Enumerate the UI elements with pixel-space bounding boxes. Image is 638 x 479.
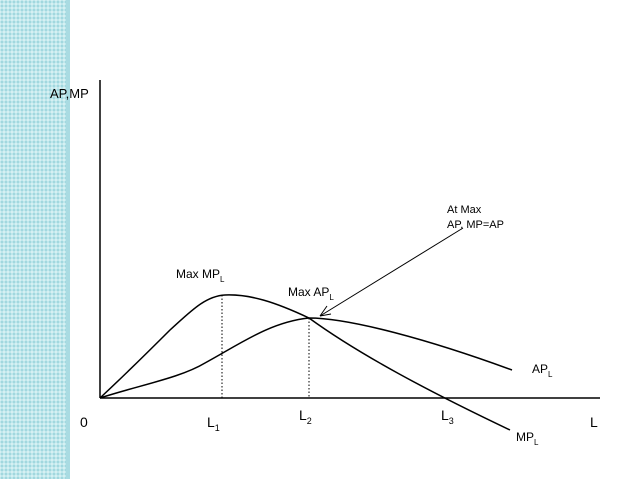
note-line-2: AP, MP=AP bbox=[447, 219, 504, 231]
tick-label-l2: L2 bbox=[299, 407, 312, 426]
mp-series-label: MPL bbox=[516, 430, 539, 447]
x-axis-label: L bbox=[590, 414, 598, 430]
origin-label: 0 bbox=[80, 414, 88, 430]
annotation-arrowhead bbox=[319, 305, 332, 317]
tick-label-l1: L1 bbox=[207, 414, 220, 433]
annotation-arrow bbox=[319, 227, 464, 317]
decorative-side-stripe bbox=[0, 0, 70, 479]
ap-series-label: APL bbox=[532, 362, 553, 379]
max-ap-label: Max APL bbox=[288, 285, 334, 302]
y-axis-label: AP,MP bbox=[50, 86, 89, 101]
max-mp-label: Max MPL bbox=[176, 267, 225, 284]
mp-curve bbox=[99, 294, 511, 431]
note-line-1: At Max bbox=[447, 204, 482, 216]
tick-label-l3: L3 bbox=[441, 407, 454, 426]
decorative-side-stripe-edge bbox=[66, 0, 70, 479]
ap-curve bbox=[99, 317, 513, 399]
